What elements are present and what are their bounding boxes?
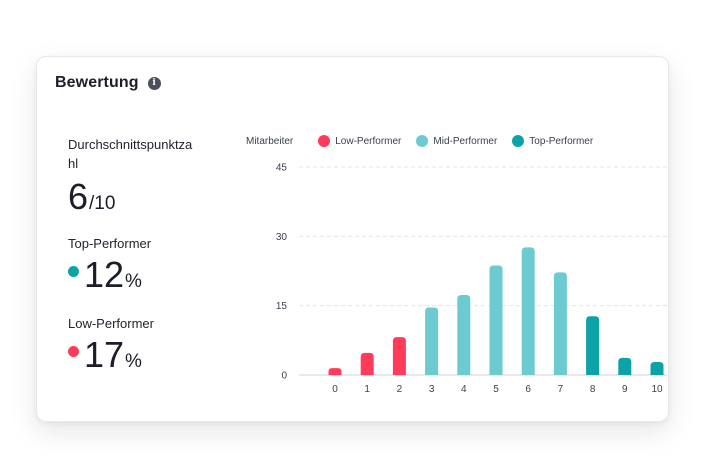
x-tick-label: 3	[429, 384, 435, 395]
bar-mid	[553, 272, 567, 375]
bar-top	[650, 362, 664, 375]
legend-mid-label: Mid-Performer	[433, 135, 498, 147]
legend-mid[interactable]: Mid-Performer	[416, 135, 497, 147]
top-performer-suffix: %	[125, 271, 142, 292]
legend-low-dot	[318, 135, 331, 147]
x-tick-label: 4	[461, 384, 467, 395]
legend-low[interactable]: Low-Performer	[318, 135, 401, 147]
info-icon[interactable]: i	[147, 76, 161, 90]
y-tick-label: 15	[276, 301, 288, 312]
rating-card: Bewertung i Durchschnittspunktzahl 6 /10…	[36, 56, 669, 422]
x-tick-label: 1	[364, 384, 370, 395]
legend-low-label: Low-Performer	[335, 135, 402, 147]
x-tick-label: 10	[651, 384, 663, 395]
x-tick-label: 8	[590, 384, 596, 395]
x-tick-label: 6	[525, 384, 531, 395]
bar-mid	[457, 295, 471, 375]
y-tick-label: 45	[276, 163, 288, 174]
average-score-value: 6	[68, 176, 89, 217]
bar-top	[586, 316, 600, 375]
bar-low	[392, 337, 406, 375]
stats-panel: Durchschnittspunktzahl 6 /10 Top-Perform…	[68, 135, 208, 375]
legend-mid-dot	[416, 135, 429, 147]
low-performer-suffix: %	[125, 351, 142, 372]
legend-top[interactable]: Top-Performer	[512, 135, 593, 147]
average-score-label: Durchschnittspunktzahl	[68, 137, 193, 171]
card-header: Bewertung i	[55, 74, 161, 92]
top-performer-label: Top-Performer	[68, 236, 152, 251]
top-performer-dot	[68, 266, 79, 277]
bar-mid	[489, 265, 503, 375]
x-tick-label: 0	[332, 384, 338, 395]
x-tick-label: 2	[397, 384, 403, 395]
low-performer-stat: 17 %	[68, 335, 208, 375]
average-score: 6 /10	[68, 177, 208, 217]
low-performer-label: Low-Performer	[68, 316, 154, 331]
chart-legend: Mitarbeiter Low-Performer Mid-Performer …	[246, 135, 593, 147]
legend-top-label: Top-Performer	[529, 135, 594, 147]
bar-mid	[425, 307, 439, 375]
y-axis-title: Mitarbeiter	[246, 135, 294, 147]
bar-low	[360, 352, 374, 375]
bar-low	[328, 368, 342, 375]
low-performer-dot	[68, 346, 79, 357]
low-performer-value: 17	[84, 334, 125, 375]
x-tick-label: 9	[622, 384, 628, 395]
x-tick-label: 5	[493, 384, 499, 395]
top-performer-stat: 12 %	[68, 255, 208, 295]
y-tick-label: 0	[281, 371, 287, 382]
x-tick-label: 7	[558, 384, 564, 395]
bar-mid	[521, 247, 535, 375]
card-title: Bewertung	[55, 74, 139, 91]
bar-top	[618, 357, 632, 375]
legend-top-dot	[512, 135, 525, 147]
y-tick-label: 30	[276, 232, 288, 243]
average-score-suffix: /10	[89, 193, 116, 214]
top-performer-value: 12	[84, 254, 125, 295]
